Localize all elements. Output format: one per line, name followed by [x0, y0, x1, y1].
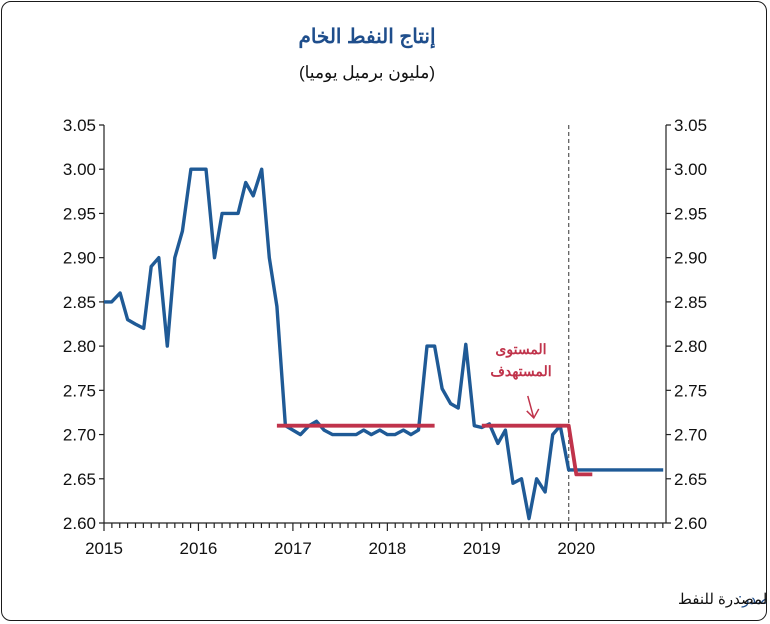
- y-tick-label-right: 2.70: [674, 426, 707, 445]
- annotation-arrow: [526, 395, 540, 420]
- x-tick-label: 2016: [180, 539, 218, 558]
- annotation-line2: المستهدف: [490, 363, 551, 380]
- y-tick-label-right: 3.05: [674, 116, 707, 135]
- x-tick-label: 2017: [274, 539, 312, 558]
- x-tick-label: 2019: [463, 539, 501, 558]
- y-tick-label-left: 2.65: [63, 470, 96, 489]
- y-tick-label-right: 2.75: [674, 381, 707, 400]
- source-text: منظمة الدول المصدرة للنفط: [678, 591, 767, 608]
- y-tick-label-left: 2.90: [63, 249, 96, 268]
- annotation-line1: المستوى: [495, 341, 546, 358]
- y-tick-label-right: 2.60: [674, 514, 707, 533]
- y-tick-label-left: 2.85: [63, 293, 96, 312]
- x-tick-label: 2020: [557, 539, 595, 558]
- y-tick-label-left: 2.70: [63, 426, 96, 445]
- x-tick-label: 2018: [368, 539, 406, 558]
- y-tick-label-left: 2.80: [63, 337, 96, 356]
- y-tick-label-left: 3.05: [63, 116, 96, 135]
- y-tick-label-right: 2.65: [674, 470, 707, 489]
- y-tick-label-right: 2.80: [674, 337, 707, 356]
- y-tick-label-right: 2.90: [674, 249, 707, 268]
- y-tick-label-right: 2.95: [674, 204, 707, 223]
- x-tick-label: 2015: [85, 539, 123, 558]
- axes: [99, 124, 671, 531]
- y-tick-label-left: 3.00: [63, 160, 96, 179]
- y-tick-label-right: 3.00: [674, 160, 707, 179]
- y-tick-label-left: 2.60: [63, 514, 96, 533]
- y-tick-label-left: 2.95: [63, 204, 96, 223]
- y-tick-label-left: 2.75: [63, 381, 96, 400]
- series-layer: [104, 167, 664, 521]
- source-label: المصدر:: [738, 591, 767, 608]
- tick-labels: 2.60 2.60 2.65 2.65 2.70 2.70 2.75 2.75 2.80 2.80…: [63, 116, 707, 558]
- series-line-production: [104, 167, 664, 521]
- chart-subtitle: (مليون برميل يوميا): [299, 63, 435, 83]
- y-tick-label-right: 2.85: [674, 293, 707, 312]
- chart-title: إنتاج النفط الخام: [298, 26, 435, 49]
- series-line-target: [276, 423, 593, 477]
